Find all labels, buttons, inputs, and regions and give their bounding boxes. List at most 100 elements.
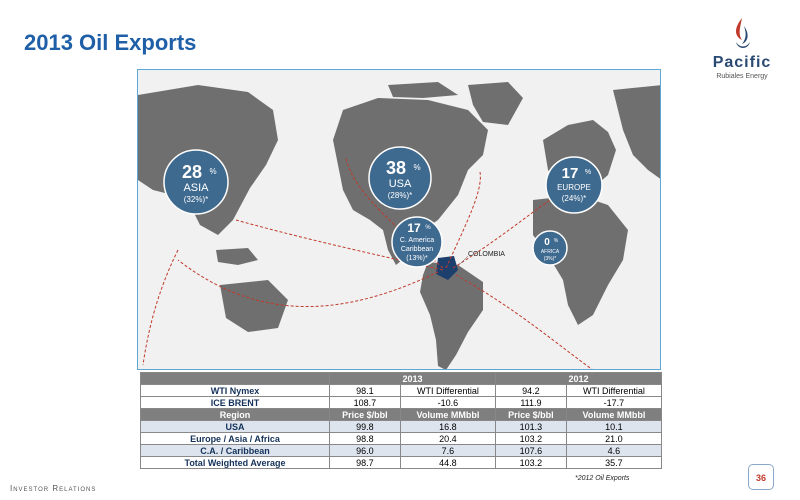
caribbean-unit: %	[425, 225, 431, 231]
arrow-to-pacific	[177, 259, 439, 307]
europe-name: EUROPE	[557, 183, 591, 192]
benchmark-price-2012: 94.2	[494, 384, 567, 397]
bubble-africa: 0 % AFRICA (3%)*	[532, 230, 568, 266]
africa-pct: 0	[544, 237, 550, 248]
usa-pct: 38	[386, 158, 406, 178]
price-2012-cell: 101.3	[494, 420, 567, 433]
year-2012-header: 2012	[494, 372, 663, 385]
price-2013-cell: 98.7	[329, 456, 401, 469]
price-header-2012: Price $/bbl	[494, 408, 567, 421]
benchmark-label: ICE BRENT	[140, 396, 330, 409]
price-2012-cell: 103.2	[494, 432, 567, 445]
arrow-to-south	[455, 274, 593, 369]
volume-2013-cell: 44.8	[399, 456, 496, 469]
region-cell: Europe / Asia / Africa	[140, 432, 330, 445]
caribbean-name-1: C. America	[400, 237, 434, 244]
volume-2013-cell: 20.4	[399, 432, 496, 445]
volume-2012-cell: 10.1	[565, 420, 663, 433]
flame-drop-icon	[736, 18, 750, 48]
world-map-graphic: 28 % ASIA (32%)* 38 % USA (28%)* 17 % EU…	[138, 82, 660, 369]
page-title: 2013 Oil Exports	[24, 30, 197, 55]
region-cell: C.A. / Caribbean	[140, 444, 330, 457]
caribbean-pct: 17	[407, 221, 421, 235]
indonesia-shape	[216, 248, 258, 265]
benchmark-price-2013: 108.7	[329, 396, 401, 409]
footnote: *2012 Oil Exports	[575, 475, 630, 482]
logo-subtitle: Rubiales Energy	[716, 73, 768, 80]
south-america-shape	[420, 262, 483, 369]
africa-shape	[533, 195, 628, 325]
benchmark-row-brent: ICE BRENT 108.7 -10.6 111.9 -17.7	[140, 396, 663, 409]
usa-unit: %	[413, 163, 420, 172]
africa-prev: (3%)*	[544, 256, 557, 262]
bubble-asia: 28 % ASIA (32%)*	[163, 149, 229, 215]
asia-prev: (32%)*	[184, 195, 208, 204]
footer-label: Investor Relations	[10, 484, 97, 493]
benchmark-row-wti: WTI Nymex 98.1 WTI Differential 94.2 WTI…	[140, 384, 663, 397]
benchmark-diff-2012: -17.7	[565, 396, 663, 409]
arrow-to-asia	[235, 219, 444, 271]
europe-pct: 17	[562, 165, 579, 182]
volume-2013-cell: 7.6	[399, 444, 496, 457]
export-table: 2013 2012 WTI Nymex 98.1 WTI Differentia…	[140, 372, 663, 469]
price-2012-cell: 107.6	[494, 444, 567, 457]
price-2013-cell: 98.8	[329, 432, 401, 445]
benchmark-price-2013: 98.1	[329, 384, 401, 397]
bubble-usa: 38 % USA (28%)*	[368, 146, 432, 210]
australia-shape	[220, 280, 288, 332]
arrow-to-usa	[345, 157, 444, 269]
caribbean-prev: (13%)*	[406, 255, 428, 262]
volume-2012-cell: 4.6	[565, 444, 663, 457]
usa-prev: (28%)*	[388, 191, 412, 200]
region-cell: Total Weighted Average	[140, 456, 330, 469]
colombia-pointer	[459, 255, 469, 265]
colombia-highlight	[436, 256, 458, 280]
price-header-2013: Price $/bbl	[329, 408, 401, 421]
caribbean-name-2: Caribbean	[401, 246, 433, 253]
bubble-europe: 17 % EUROPE (24%)*	[545, 156, 603, 214]
benchmark-diff-2013: -10.6	[399, 396, 496, 409]
region-header: Region	[140, 408, 330, 421]
wti-differential-header-2012: WTI Differential	[565, 384, 663, 397]
table-row: C.A. / Caribbean 96.0 7.6 107.6 4.6	[140, 444, 663, 457]
column-header-row: Region Price $/bbl Volume MMbbl Price $/…	[140, 408, 663, 421]
logo-name: Pacific	[712, 54, 772, 71]
benchmark-label: WTI Nymex	[140, 384, 330, 397]
asia-name: ASIA	[183, 182, 209, 194]
benchmark-price-2012: 111.9	[494, 396, 567, 409]
table-row: Total Weighted Average 98.7 44.8 103.2 3…	[140, 456, 663, 469]
year-2013-header: 2013	[329, 372, 496, 385]
page-number: 36	[748, 464, 774, 490]
price-2013-cell: 99.8	[329, 420, 401, 433]
asia-pct: 28	[182, 162, 202, 182]
arrow-west	[142, 249, 179, 366]
year-header-row: 2013 2012	[140, 372, 663, 385]
asia-east-shape	[613, 85, 660, 179]
europe-prev: (24%)*	[562, 194, 586, 203]
volume-2012-cell: 35.7	[565, 456, 663, 469]
wti-differential-header-2013: WTI Differential	[399, 384, 496, 397]
arctic-shape	[388, 82, 458, 98]
volume-2012-cell: 21.0	[565, 432, 663, 445]
greenland-shape	[468, 82, 523, 125]
volume-header-2013: Volume MMbbl	[399, 408, 496, 421]
bubble-caribbean: 17 % C. America Caribbean (13%)*	[391, 216, 443, 268]
price-2012-cell: 103.2	[494, 456, 567, 469]
asia-unit: %	[209, 167, 216, 176]
volume-2013-cell: 16.8	[399, 420, 496, 433]
world-map: 28 % ASIA (32%)* 38 % USA (28%)* 17 % EU…	[137, 69, 661, 370]
region-cell: USA	[140, 420, 330, 433]
usa-name: USA	[389, 178, 412, 190]
africa-name: AFRICA	[541, 249, 560, 255]
colombia-label: COLOMBIA	[468, 251, 505, 258]
africa-unit: %	[554, 238, 559, 244]
table-row: Europe / Asia / Africa 98.8 20.4 103.2 2…	[140, 432, 663, 445]
volume-header-2012: Volume MMbbl	[565, 408, 663, 421]
price-2013-cell: 96.0	[329, 444, 401, 457]
europe-unit: %	[585, 169, 591, 176]
pacific-logo: Pacific Rubiales Energy	[700, 16, 784, 86]
export-arrows	[142, 157, 593, 369]
arrow-to-europe	[452, 199, 551, 269]
table-row: USA 99.8 16.8 101.3 10.1	[140, 420, 663, 433]
arrow-to-east-coast	[445, 171, 481, 269]
